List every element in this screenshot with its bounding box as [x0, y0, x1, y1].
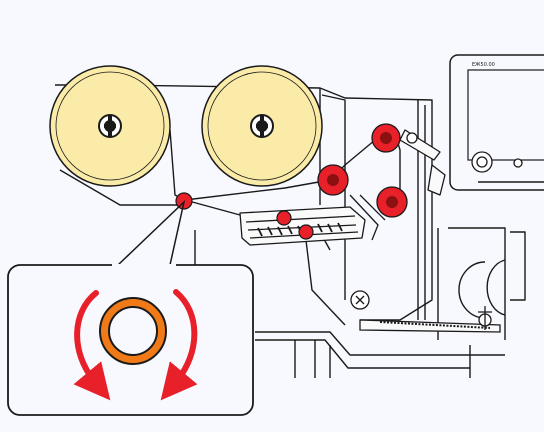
panel-dial-icon — [471, 151, 493, 173]
guide-roller-middle — [317, 164, 349, 196]
callout-leader — [117, 199, 186, 266]
panel-label: ЕЖ50.00 — [472, 62, 495, 68]
rotate-clockwise-arrow-icon — [160, 289, 198, 401]
control-panel: ЕЖ50.00 — [449, 54, 544, 191]
roller-rotation-callout — [7, 264, 254, 416]
supply-ribbon-roll — [49, 65, 171, 187]
platen-assembly — [350, 290, 501, 333]
takeup-spindle-icon — [250, 114, 274, 138]
guide-roller-right — [376, 186, 408, 218]
rotate-counterclockwise-arrow-icon — [73, 290, 111, 401]
print-head-roller-right — [298, 224, 314, 240]
callout-roller-icon — [99, 297, 167, 365]
guide-roller-top — [371, 123, 401, 153]
print-head-roller-left — [276, 210, 292, 226]
head-latch-lever — [399, 129, 446, 196]
ribbon-roller-group — [175, 123, 408, 240]
supply-spindle-icon — [98, 114, 122, 138]
takeup-ribbon-roll — [201, 65, 323, 187]
panel-button-icon — [513, 158, 523, 168]
